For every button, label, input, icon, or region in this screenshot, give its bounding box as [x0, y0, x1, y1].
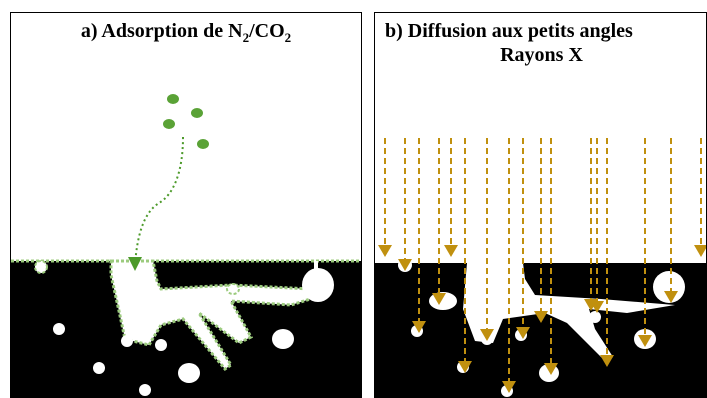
- xray-arrowhead: [502, 381, 516, 393]
- panel-a-title-mid: /CO: [249, 20, 285, 42]
- xray-arrowhead: [444, 245, 458, 257]
- pore: [589, 311, 601, 323]
- panel-b-title-line2: Rayons X: [500, 44, 583, 66]
- pore: [178, 363, 200, 383]
- pore: [155, 339, 167, 351]
- panel-saxs: b) Diffusion aux petits angles Rayons X: [374, 12, 707, 398]
- panel-a-title-sub1: 2: [242, 30, 250, 45]
- pore: [53, 323, 65, 335]
- trajectory-arrowhead: [128, 257, 142, 271]
- pore: [139, 384, 151, 396]
- panel-b-title-line1: b) Diffusion aux petits angles: [385, 20, 633, 42]
- xray-arrowhead: [664, 291, 678, 303]
- xray-beams: [378, 138, 706, 393]
- xray-arrowhead: [398, 259, 412, 271]
- panel-a-title: a) Adsorption de N2/CO2: [11, 19, 361, 50]
- gas-molecule: [167, 94, 179, 104]
- panel-b-title: b) Diffusion aux petits angles Rayons X: [385, 19, 706, 67]
- xray-arrowhead: [412, 321, 426, 333]
- panel-adsorption: a) Adsorption de N2/CO2: [10, 12, 362, 398]
- pore: [121, 335, 133, 347]
- xray-arrowhead: [544, 363, 558, 375]
- pore: [653, 271, 685, 303]
- panel-b-scene: [375, 138, 706, 397]
- pore: [34, 260, 48, 274]
- panel-a-scene: [11, 94, 361, 397]
- xray-arrowhead: [480, 329, 494, 341]
- xray-arrowhead: [638, 335, 652, 347]
- xray-arrowhead: [590, 301, 604, 313]
- main-pore: [463, 263, 675, 361]
- pore: [272, 329, 294, 349]
- xray-arrowhead: [516, 327, 530, 339]
- main-pore: [109, 259, 320, 371]
- panel-a-title-sub2: 2: [284, 30, 292, 45]
- xray-arrowhead: [378, 245, 392, 257]
- gas-molecule: [197, 139, 209, 149]
- panel-a-title-prefix: a) Adsorption de N: [80, 20, 243, 42]
- pore: [93, 362, 105, 374]
- xray-arrowhead: [432, 293, 446, 305]
- pore: [226, 283, 240, 295]
- gas-trajectory-arrow: [134, 136, 184, 266]
- pore: [302, 268, 334, 302]
- xray-arrowhead: [694, 245, 706, 257]
- gas-molecule: [191, 108, 203, 118]
- xray-arrowhead: [600, 355, 614, 367]
- xray-arrowhead: [458, 361, 472, 373]
- xray-arrowhead: [534, 311, 548, 323]
- gas-molecule: [163, 119, 175, 129]
